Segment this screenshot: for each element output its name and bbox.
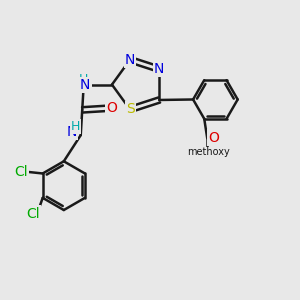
Text: O: O (208, 130, 219, 145)
Text: N: N (80, 78, 90, 92)
Text: N: N (125, 53, 135, 67)
Text: S: S (126, 103, 134, 116)
Text: Cl: Cl (14, 165, 28, 179)
Text: Cl: Cl (26, 207, 40, 220)
Text: H: H (71, 120, 80, 133)
Text: O: O (106, 101, 117, 116)
Text: methoxy: methoxy (187, 147, 230, 158)
Text: N: N (67, 125, 77, 139)
Text: N: N (154, 62, 164, 76)
Text: H: H (79, 73, 88, 86)
